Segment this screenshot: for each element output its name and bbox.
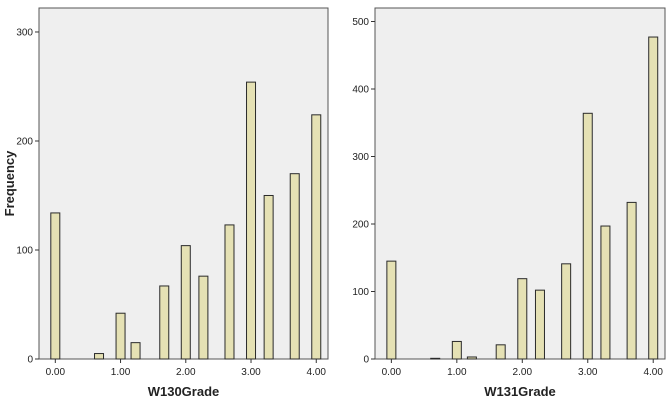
y-tick-label: 300 (16, 27, 33, 38)
x-tick-label: 4.00 (643, 367, 663, 378)
histogram-bar (495, 344, 506, 360)
histogram-bar (430, 357, 441, 360)
y-tick-label: 300 (352, 152, 369, 163)
x-tick-label: 0.00 (382, 367, 402, 378)
y-tick-label: 100 (16, 245, 33, 256)
x-tick-label: 4.00 (307, 367, 327, 378)
x-tick-label: 0.00 (46, 367, 66, 378)
x-tick-label: 3.00 (578, 367, 598, 378)
histogram-bar (626, 201, 637, 360)
y-tick-label: 100 (352, 287, 369, 298)
histogram-bar (224, 224, 235, 360)
y-tick-label: 400 (352, 85, 369, 96)
histogram-bar (311, 114, 322, 360)
histogram-bar (246, 81, 257, 360)
histogram-bar (561, 263, 572, 360)
x-tick-label: 1.00 (111, 367, 131, 378)
histogram-bar (94, 353, 105, 360)
y-tick-label: 500 (352, 17, 369, 28)
y-axis-title: Frequency (2, 150, 17, 217)
histogram-bar (386, 260, 397, 360)
x-axis-title: W131Grade (484, 384, 556, 399)
histogram-bar (466, 356, 477, 360)
histogram-bar (130, 342, 141, 360)
x-tick-label: 3.00 (241, 367, 261, 378)
x-tick-label: 1.00 (447, 367, 467, 378)
histogram-bar (159, 285, 170, 360)
histogram-bar (115, 312, 126, 360)
histogram-bar (451, 340, 462, 360)
histogram-bar (50, 212, 61, 360)
histogram-bar (289, 173, 300, 360)
x-axis-title: W130Grade (148, 384, 220, 399)
y-tick-label: 0 (363, 355, 369, 366)
histogram-panel-w131grade: 0 100 200 300 400 500 0.00 1.00 2.00 3.00 4.00 W131… (352, 7, 666, 399)
y-tick-label: 0 (27, 355, 33, 366)
histogram-bar (582, 112, 593, 360)
y-tick-label: 200 (352, 220, 369, 231)
histogram-bar (263, 194, 274, 360)
histogram-bar (648, 36, 659, 360)
x-tick-label: 2.00 (176, 367, 196, 378)
histogram-bar (180, 245, 191, 360)
y-tick-label: 200 (16, 136, 33, 147)
histogram-bar (517, 278, 528, 360)
histogram-bar (198, 275, 209, 360)
x-tick-label: 2.00 (513, 367, 533, 378)
histogram-bar (600, 225, 611, 360)
histogram-panel-w130grade: 0 100 200 300 0.00 1.00 2.00 3.00 4.00 W130Grade F… (2, 7, 329, 399)
histogram-bar (534, 289, 545, 360)
